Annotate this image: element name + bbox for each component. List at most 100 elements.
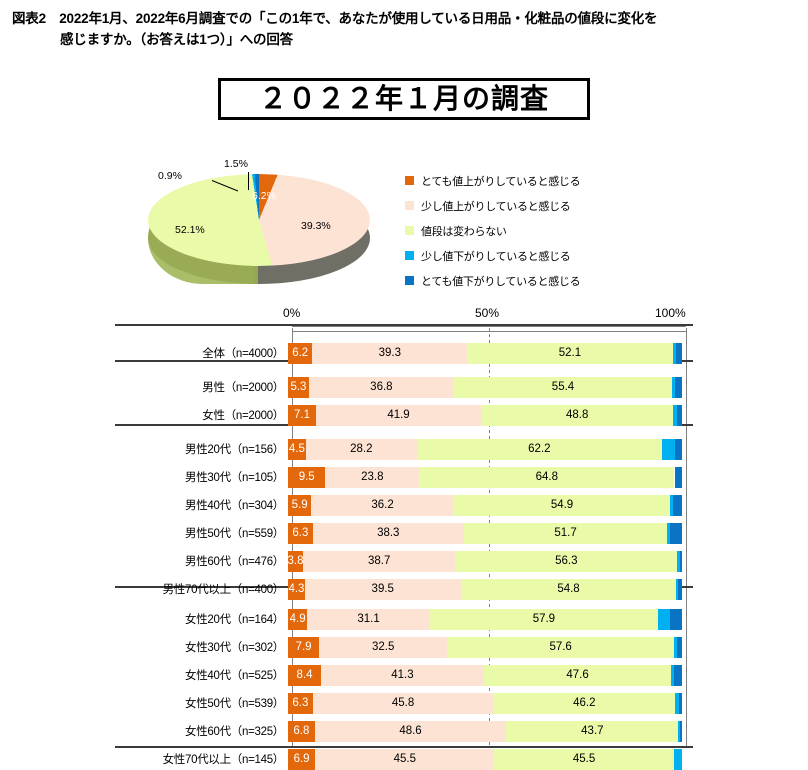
bar-segment bbox=[678, 578, 682, 600]
bar-track: 8.4 41.3 47.6 bbox=[288, 664, 682, 686]
bar-segment: 54.8 bbox=[460, 578, 677, 600]
bar-row: 女性（n=2000） 7.1 41.9 48.8 bbox=[115, 404, 693, 426]
pie-legend: とても値上がりしていると感じる 少し値上がりしていると感じる 値段は変わらない … bbox=[405, 168, 675, 293]
bar-track: 5.9 36.2 54.9 bbox=[288, 494, 682, 516]
bar-segment bbox=[669, 608, 682, 630]
bar-segment: 46.2 bbox=[493, 692, 676, 714]
bar-segment: 7.1 bbox=[288, 404, 316, 426]
bar-row-label: 男性50代（n=559） bbox=[185, 528, 284, 540]
bar-track: 3.8 38.7 56.3 bbox=[288, 550, 682, 572]
bar-segment: 55.4 bbox=[453, 376, 673, 398]
bar-segment: 62.2 bbox=[416, 438, 662, 460]
bar-segment bbox=[673, 664, 682, 686]
legend-item[interactable]: 値段は変わらない bbox=[405, 218, 675, 243]
bar-segment: 6.3 bbox=[288, 522, 313, 544]
bar-row-label: 女性60代（n=325） bbox=[185, 726, 284, 738]
bar-segment: 36.8 bbox=[308, 376, 454, 398]
bar-segment bbox=[674, 438, 682, 460]
legend-label: 値段は変わらない bbox=[421, 225, 507, 238]
bar-segment: 48.6 bbox=[314, 720, 507, 742]
bar-segment: 6.9 bbox=[288, 748, 316, 770]
bar-segment: 51.7 bbox=[463, 522, 668, 544]
bar-track: 6.3 38.3 51.7 bbox=[288, 522, 682, 544]
bar-segment bbox=[672, 376, 676, 398]
legend-swatch-icon bbox=[405, 176, 414, 185]
legend-item[interactable]: とても値上がりしていると感じる bbox=[405, 168, 675, 193]
pie-label-52-1: 52.1% bbox=[175, 224, 205, 236]
bar-segment: 6.8 bbox=[288, 720, 315, 742]
bar-segment bbox=[667, 522, 671, 544]
bar-segment: 48.8 bbox=[481, 404, 674, 426]
pie-face bbox=[148, 174, 370, 266]
bar-segment: 8.4 bbox=[288, 664, 322, 686]
bar-segment: 6.3 bbox=[288, 692, 313, 714]
bar-row-label: 女性（n=2000） bbox=[202, 410, 284, 422]
bar-row: 男性40代（n=304） 5.9 36.2 54.9 bbox=[115, 494, 693, 516]
bar-segment: 5.9 bbox=[288, 494, 312, 516]
legend-item[interactable]: 少し値上がりしていると感じる bbox=[405, 193, 675, 218]
bar-row: 全体（n=4000） 6.2 39.3 52.1 bbox=[115, 342, 693, 364]
bar-segment: 57.6 bbox=[447, 636, 675, 658]
bar-row-label: 男性40代（n=304） bbox=[185, 500, 284, 512]
legend-swatch-icon bbox=[405, 276, 414, 285]
bar-row-label: 男性20代（n=156） bbox=[185, 444, 284, 456]
bar-segment bbox=[678, 692, 682, 714]
legend-item[interactable]: とても値下がりしていると感じる bbox=[405, 268, 675, 293]
bar-segment bbox=[673, 404, 678, 426]
bar-row: 女性60代（n=325） 6.8 48.6 43.7 bbox=[115, 720, 693, 742]
bar-segment bbox=[670, 522, 682, 544]
bar-segment: 7.9 bbox=[288, 636, 320, 658]
legend-item[interactable]: 少し値下がりしていると感じる bbox=[405, 243, 675, 268]
bar-track: 4.9 31.1 57.9 bbox=[288, 608, 682, 630]
bar-segment: 41.3 bbox=[321, 664, 484, 686]
axis-tick-50: 50% bbox=[475, 306, 500, 320]
bar-segment: 9.5 bbox=[288, 466, 326, 488]
bar-segment bbox=[674, 636, 677, 658]
bar-row-label: 男性30代（n=105） bbox=[185, 472, 284, 484]
bar-segment: 41.9 bbox=[315, 404, 482, 426]
legend-swatch-icon bbox=[405, 226, 414, 235]
bar-segment: 39.3 bbox=[312, 342, 468, 364]
bar-row: 女性50代（n=539） 6.3 45.8 46.2 bbox=[115, 692, 693, 714]
axis-tick-0: 0% bbox=[283, 306, 301, 320]
stacked-bar-chart: 0% 50% 100% 全体（n=4000） 6.2 39.3 52.1 男性（n=20… bbox=[115, 306, 693, 770]
bar-segment: 32.5 bbox=[319, 636, 448, 658]
bar-segment: 64.8 bbox=[419, 466, 675, 488]
pie-chart: 0.9% 1.5% 6.2% 39.3% 52.1% bbox=[140, 158, 380, 294]
bar-track: 5.3 36.8 55.4 bbox=[288, 376, 682, 398]
plot-top-rule-outer bbox=[292, 326, 686, 327]
bar-segment: 38.3 bbox=[312, 522, 464, 544]
chart-title-box: ２０２２年１月の調査 bbox=[218, 78, 590, 120]
bar-row: 女性70代以上（n=145） 6.9 45.5 45.5 bbox=[115, 748, 693, 770]
pie-label-1-5: 1.5% bbox=[224, 158, 248, 170]
bar-segment: 23.8 bbox=[325, 466, 420, 488]
x-axis-labels: 0% 50% 100% bbox=[115, 306, 693, 324]
group-separator-top bbox=[115, 324, 693, 326]
bar-row-label: 男性（n=2000） bbox=[202, 382, 284, 394]
bar-segment: 4.5 bbox=[288, 438, 306, 460]
legend-swatch-icon bbox=[405, 251, 414, 260]
legend-label: とても値下がりしていると感じる bbox=[421, 275, 581, 288]
bar-row: 女性20代（n=164） 4.9 31.1 57.9 bbox=[115, 608, 693, 630]
bar-segment bbox=[670, 494, 673, 516]
bar-segment: 43.7 bbox=[506, 720, 679, 742]
pie-label-6-2: 6.2% bbox=[252, 190, 276, 202]
bar-row-label: 女性20代（n=164） bbox=[185, 614, 284, 626]
bar-segment bbox=[672, 494, 682, 516]
bar-track: 6.3 45.8 46.2 bbox=[288, 692, 682, 714]
bar-row: 女性40代（n=525） 8.4 41.3 47.6 bbox=[115, 664, 693, 686]
caption-line-1: 図表2 2022年1月、2022年6月調査での「この1年で、あなたが使用している… bbox=[12, 11, 658, 26]
bar-segment: 5.3 bbox=[288, 376, 309, 398]
bar-segment bbox=[676, 342, 682, 364]
bar-track: 6.2 39.3 52.1 bbox=[288, 342, 682, 364]
bar-track: 6.8 48.6 43.7 bbox=[288, 720, 682, 742]
pie-slices bbox=[148, 174, 370, 266]
bar-segment: 38.7 bbox=[302, 550, 456, 572]
bar-segment bbox=[675, 376, 682, 398]
bar-row-label: 女性40代（n=525） bbox=[185, 670, 284, 682]
legend-swatch-icon bbox=[405, 201, 414, 210]
bar-track: 4.5 28.2 62.2 bbox=[288, 438, 682, 460]
bar-segment bbox=[679, 550, 682, 572]
bar-row: 男性20代（n=156） 4.5 28.2 62.2 bbox=[115, 438, 693, 460]
bar-segment: 3.8 bbox=[288, 550, 303, 572]
